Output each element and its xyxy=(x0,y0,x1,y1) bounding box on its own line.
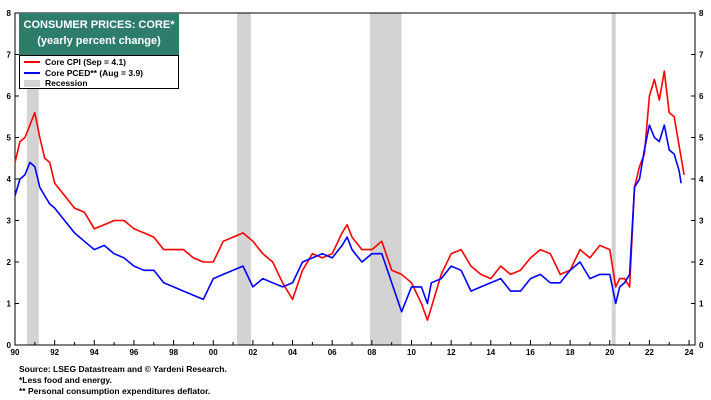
x-tick-label-6: 02 xyxy=(248,348,257,357)
x-tick-label-9: 08 xyxy=(367,348,376,357)
y-tick-label-right-2: 2 xyxy=(699,258,704,267)
recession-band-3 xyxy=(611,13,616,345)
x-tick-label-3: 96 xyxy=(129,348,138,357)
chart-title: CONSUMER PRICES: CORE* (yearly percent c… xyxy=(19,13,179,55)
y-tick-label-left-4: 4 xyxy=(7,175,12,184)
x-tick-label-1: 92 xyxy=(50,348,59,357)
x-tick-label-17: 24 xyxy=(685,348,694,357)
footnotes: Source: LSEG Datastream and © Yardeni Re… xyxy=(19,364,227,397)
legend-item-recession: Recession xyxy=(24,78,174,89)
x-tick-label-4: 98 xyxy=(169,348,178,357)
series-line-core-cpi xyxy=(14,70,685,321)
legend-pced-label: Core PCED** (Aug = 3.9) xyxy=(45,67,144,78)
y-tick-label-right-6: 6 xyxy=(699,92,704,101)
y-tick-label-left-3: 3 xyxy=(7,217,12,226)
x-tick-label-14: 18 xyxy=(566,348,575,357)
x-tick-label-16: 22 xyxy=(645,348,654,357)
y-tick-label-left-2: 2 xyxy=(7,258,12,267)
y-tick-label-right-8: 8 xyxy=(699,9,704,18)
recession-swatch xyxy=(24,79,40,87)
chart-title-line1: CONSUMER PRICES: CORE* xyxy=(23,19,175,31)
legend-item-pced: Core PCED** (Aug = 3.9) xyxy=(24,68,174,79)
series-lines xyxy=(14,70,685,321)
x-tick-label-13: 16 xyxy=(526,348,535,357)
footnote-core: *Less food and energy. xyxy=(19,375,112,385)
y-tick-label-left-5: 5 xyxy=(7,134,12,143)
x-tick-label-0: 90 xyxy=(11,348,20,357)
y-tick-label-left-6: 6 xyxy=(7,92,12,101)
y-tick-label-right-0: 0 xyxy=(699,341,704,350)
recession-bands xyxy=(26,13,616,345)
x-tick-label-15: 20 xyxy=(605,348,614,357)
y-tick-label-right-5: 5 xyxy=(699,134,704,143)
pced-swatch xyxy=(24,71,40,74)
cpi-swatch xyxy=(24,61,40,64)
legend-recession-label: Recession xyxy=(45,78,88,89)
chart-title-line2: (yearly percent change) xyxy=(37,35,161,47)
x-tick-label-12: 14 xyxy=(486,348,495,357)
footnote-pced: ** Personal consumption expenditures def… xyxy=(19,386,211,396)
legend-item-cpi: Core CPI (Sep = 4.1) xyxy=(24,57,174,68)
x-tick-label-2: 94 xyxy=(90,348,99,357)
x-tick-label-8: 06 xyxy=(328,348,337,357)
source-note: Source: LSEG Datastream and © Yardeni Re… xyxy=(19,364,227,374)
x-tick-label-7: 04 xyxy=(288,348,297,357)
recession-band-0 xyxy=(26,13,39,345)
legend: Core CPI (Sep = 4.1) Core PCED** (Aug = … xyxy=(19,55,179,89)
y-tick-label-right-4: 4 xyxy=(699,175,704,184)
y-tick-label-left-8: 8 xyxy=(7,9,12,18)
y-tick-label-right-1: 1 xyxy=(699,300,704,309)
recession-band-1 xyxy=(237,13,251,345)
legend-cpi-label: Core CPI (Sep = 4.1) xyxy=(45,57,127,68)
axes: 0 01 12 23 34 45 56 67 78 890 92 94 96 98 00 02 04 06 08 10… xyxy=(7,9,704,357)
x-tick-label-11: 12 xyxy=(447,348,456,357)
y-tick-label-left-7: 7 xyxy=(7,51,12,60)
x-tick-label-5: 00 xyxy=(209,348,218,357)
y-tick-label-right-3: 3 xyxy=(699,217,704,226)
y-tick-label-right-7: 7 xyxy=(699,51,704,60)
series-line-core-pced xyxy=(14,124,682,313)
x-tick-label-10: 10 xyxy=(407,348,416,357)
y-tick-label-left-1: 1 xyxy=(7,300,12,309)
recession-band-2 xyxy=(369,13,402,345)
y-tick-label-left-0: 0 xyxy=(7,341,12,350)
